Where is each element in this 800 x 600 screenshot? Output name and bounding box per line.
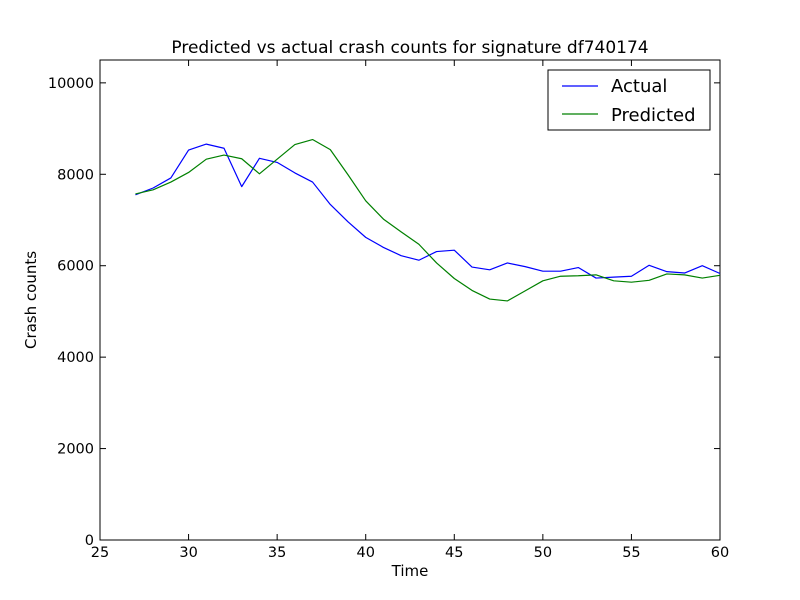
y-tick-label: 2000 (57, 442, 94, 458)
y-tick-label: 0 (85, 533, 94, 549)
x-axis-label: Time (391, 562, 429, 580)
chart-title: Predicted vs actual crash counts for sig… (171, 38, 648, 58)
x-tick-label: 45 (445, 545, 463, 561)
y-axis-label: Crash counts (22, 251, 40, 349)
series-line-actual (135, 143, 721, 279)
plot-frame (99, 59, 721, 541)
y-tick-label: 10000 (48, 76, 94, 92)
x-tick-label: 50 (534, 545, 552, 561)
plot-area (99, 59, 721, 541)
y-tick-label: 8000 (57, 167, 94, 183)
y-tick-label: 4000 (57, 350, 94, 366)
x-tick-label: 60 (711, 545, 729, 561)
x-tick-label: 40 (356, 545, 374, 561)
tick-labels-layer: 25 30 35 40 45 50 55 60 0 2000 4000 6000 8000 10000 (48, 76, 729, 561)
legend-frame (547, 69, 711, 131)
ticks-layer (99, 60, 721, 541)
x-tick-label: 55 (622, 545, 640, 561)
x-tick-label: 30 (179, 545, 197, 561)
legend: Actual Predicted (547, 69, 711, 131)
legend-label-actual: Actual (611, 76, 667, 97)
x-tick-label: 35 (268, 545, 286, 561)
series-line-predicted (135, 138, 721, 302)
legend-label-predicted: Predicted (611, 105, 696, 126)
x-tick-label: 25 (91, 545, 109, 561)
y-tick-label: 6000 (57, 259, 94, 275)
series-layer (135, 138, 721, 302)
